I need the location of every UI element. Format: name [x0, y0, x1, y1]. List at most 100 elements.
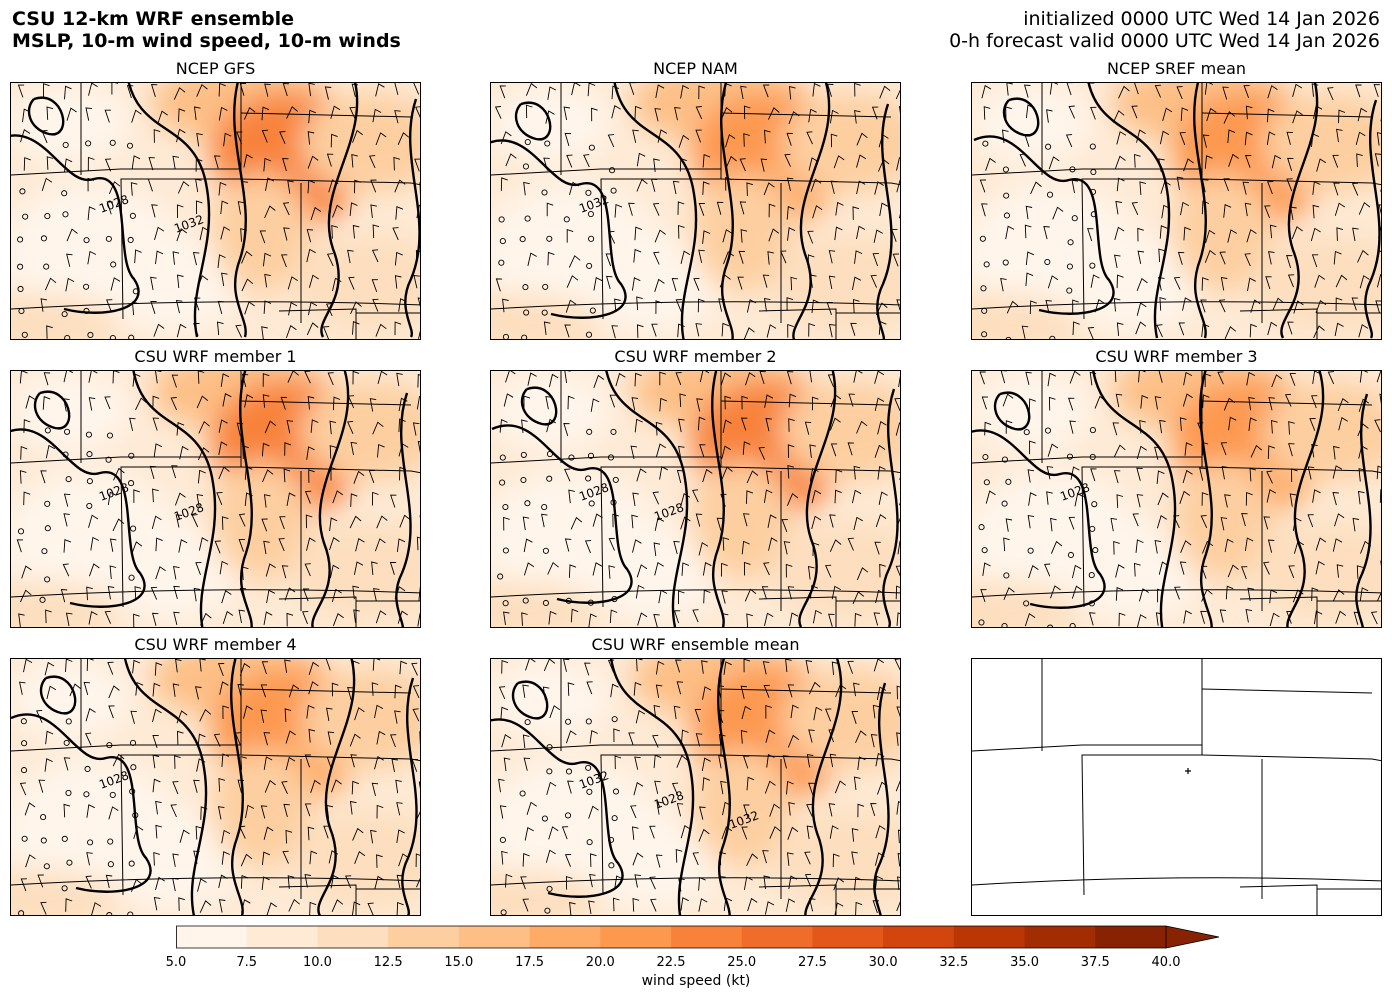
wind-barb	[879, 85, 891, 99]
wind-barb	[1351, 297, 1358, 311]
calm-circle	[1003, 192, 1010, 199]
wind-barb	[787, 734, 800, 748]
wind-barb	[1048, 396, 1056, 411]
wind-barb	[608, 230, 616, 244]
wind-barb	[264, 83, 271, 97]
wind-barb	[741, 826, 748, 840]
wind-barb	[525, 659, 536, 671]
wind-barb	[542, 686, 550, 700]
wind-barb	[676, 681, 684, 695]
wind-barb	[655, 84, 665, 98]
wind-blob	[972, 371, 1092, 451]
map-svg: 1028	[11, 659, 420, 915]
wind-barb	[352, 224, 360, 239]
wind-barb	[193, 297, 201, 311]
wind-barb	[261, 326, 268, 339]
wind-barb	[155, 537, 163, 552]
wind-barb	[495, 278, 503, 292]
wind-barb	[763, 297, 771, 312]
wind-barb	[329, 536, 340, 551]
wind-barb	[720, 372, 732, 386]
calm-circle	[61, 885, 68, 892]
calm-circle	[1089, 262, 1096, 269]
wind-barb	[1356, 153, 1363, 168]
wind-barb	[307, 826, 315, 841]
calm-circle	[1088, 572, 1095, 579]
wind-barb	[398, 443, 409, 457]
colorbar-segment	[1024, 926, 1096, 948]
wind-barb	[1025, 272, 1034, 287]
isobar	[972, 429, 1106, 609]
wind-barb	[347, 687, 354, 701]
wind-barb	[304, 874, 312, 888]
wind-barb	[854, 876, 862, 891]
wind-barb	[69, 683, 81, 697]
wind-barb	[523, 181, 530, 196]
wind-barb	[179, 445, 189, 460]
wind-barb	[1335, 297, 1343, 312]
wind-barb	[88, 563, 100, 577]
wind-barb	[155, 566, 166, 580]
calm-circle	[1001, 500, 1008, 507]
wind-barb	[1244, 202, 1252, 217]
wind-barb	[1220, 442, 1227, 456]
wind-barb	[1023, 84, 1031, 98]
wind-barb	[826, 302, 833, 315]
wind-barb	[654, 562, 664, 576]
wind-barb	[417, 373, 420, 388]
wind-barb	[1179, 490, 1191, 504]
wind-barb	[786, 132, 793, 146]
wind-barb	[680, 516, 691, 530]
wind-barb	[787, 826, 799, 840]
wind-barb	[179, 829, 190, 843]
wind-barb	[525, 104, 533, 119]
wind-barb	[1202, 134, 1210, 148]
wind-barb	[611, 85, 620, 100]
wind-barb	[587, 83, 596, 97]
wind-barb	[698, 85, 706, 100]
wind-barb	[898, 375, 900, 387]
wind-barb	[725, 134, 736, 148]
wind-barb	[332, 204, 344, 218]
wind-barb	[1184, 442, 1193, 456]
wind-barb	[199, 900, 212, 913]
wind-barb	[148, 157, 155, 171]
wind-barb	[1134, 83, 1139, 95]
wind-barb	[374, 538, 386, 552]
wind-barb	[790, 704, 799, 719]
calm-circle	[500, 909, 507, 915]
wind-barb	[675, 372, 682, 386]
wind-barb	[541, 513, 548, 528]
wind-barb	[812, 205, 823, 219]
wind-barb	[674, 106, 681, 121]
colorbar-outline	[176, 925, 1166, 949]
wind-barb	[1266, 489, 1277, 503]
wind-barb	[853, 298, 860, 313]
isobar	[11, 134, 140, 314]
wind-barb	[1139, 181, 1147, 196]
wind-barb	[90, 536, 100, 551]
wind-barb	[658, 589, 668, 604]
wind-barb	[19, 589, 32, 603]
wind-barb	[874, 875, 884, 890]
calm-circle	[1001, 456, 1009, 463]
wind-barb	[852, 591, 865, 605]
wind-barb	[155, 876, 165, 891]
wind-barb	[1021, 325, 1029, 339]
isobar	[1364, 99, 1381, 339]
wind-barb	[636, 659, 643, 672]
wind-barb	[1352, 227, 1359, 242]
wind-barb	[1029, 440, 1036, 455]
wind-barb	[499, 419, 508, 433]
wind-barb	[369, 155, 376, 169]
wind-barb	[199, 226, 209, 241]
wind-barb	[1375, 300, 1381, 314]
wind-barb	[1223, 204, 1232, 218]
wind-barb	[221, 589, 232, 604]
wind-blob	[1262, 93, 1381, 193]
wind-barb	[703, 589, 711, 604]
wind-barb	[242, 445, 249, 459]
calm-circle	[83, 791, 90, 798]
wind-barb	[1176, 86, 1183, 100]
wind-barb	[214, 540, 221, 554]
